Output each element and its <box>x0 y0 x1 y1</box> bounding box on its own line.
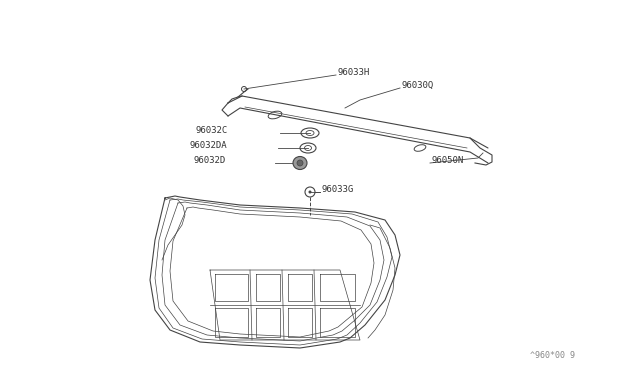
Text: ^960*00 9: ^960*00 9 <box>530 351 575 360</box>
Ellipse shape <box>293 157 307 170</box>
Text: 96032D: 96032D <box>193 155 225 164</box>
Text: 96030Q: 96030Q <box>402 80 435 90</box>
Text: 96032C: 96032C <box>195 125 227 135</box>
Text: 96033G: 96033G <box>322 185 355 193</box>
Text: 96050N: 96050N <box>432 155 464 164</box>
Ellipse shape <box>297 160 303 166</box>
Text: 96033H: 96033H <box>338 67 371 77</box>
Ellipse shape <box>308 190 312 193</box>
Text: 96032DA: 96032DA <box>190 141 228 150</box>
